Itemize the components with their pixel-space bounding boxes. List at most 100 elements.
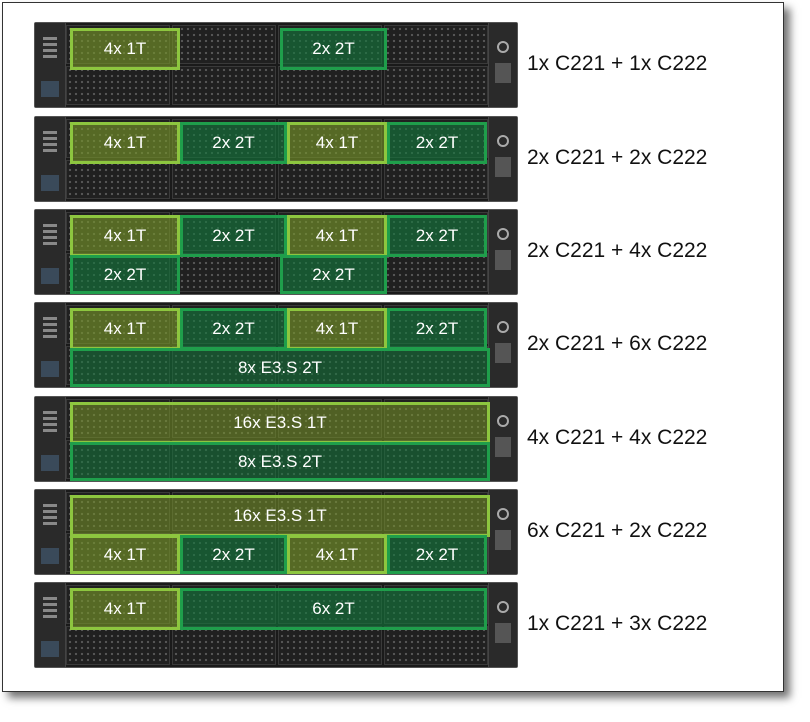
drive-bay (278, 66, 382, 105)
configuration-label: 6x C221 + 2x C222 (527, 519, 708, 542)
vent-slot (43, 230, 57, 233)
server-chassis: 4x 1T 2x 2T 4x 1T 2x 2T 2x 2T 2x 2T (34, 209, 518, 295)
drive-bay (66, 626, 170, 665)
drive-bay (172, 626, 276, 665)
drive-zone-2t: 2x 2T (180, 215, 287, 257)
drive-zone-1t: 4x 1T (70, 28, 180, 70)
brand-logo-icon (41, 175, 59, 191)
vent-slot (43, 423, 57, 426)
vent-slot (43, 55, 57, 58)
drive-zone-2t: 2x 2T (387, 535, 487, 574)
brand-logo-icon (41, 361, 59, 377)
drive-zone-e2: 8x E3.S 2T (70, 442, 490, 481)
left-rack-ear (35, 117, 66, 201)
power-button-icon (497, 321, 509, 333)
brand-logo-icon (41, 548, 59, 564)
vent-slot (43, 143, 57, 146)
configuration-label: 1x C221 + 1x C222 (527, 52, 708, 75)
vent-slot (43, 131, 57, 134)
drive-bay (66, 66, 170, 105)
vent-slot (43, 609, 57, 612)
right-rack-ear (488, 117, 517, 201)
power-button-icon (497, 228, 509, 240)
drive-zone-2t: 2x 2T (180, 122, 287, 164)
vent-slot (43, 615, 57, 618)
vent-slot (43, 224, 57, 227)
drive-bay (384, 66, 488, 105)
vent-slot (43, 37, 57, 40)
drive-bay (66, 160, 170, 199)
vent-slot (43, 329, 57, 332)
vent-slot (43, 137, 57, 140)
right-rack-ear (488, 397, 517, 481)
drive-bay (172, 25, 276, 64)
vent-slot (43, 504, 57, 507)
server-chassis: 4x 1T 6x 2T (34, 582, 518, 668)
vent-slot (43, 597, 57, 600)
drive-zone-2t: 2x 2T (180, 308, 287, 350)
drive-zone-1t: 4x 1T (287, 215, 387, 257)
drive-zone-1t: 4x 1T (287, 122, 387, 164)
drive-zone-2t: 2x 2T (280, 28, 387, 70)
vent-slot (43, 149, 57, 152)
server-chassis: 4x 1T 2x 2T (34, 22, 518, 108)
configuration-label: 2x C221 + 2x C222 (527, 146, 708, 169)
vent-slot (43, 510, 57, 513)
right-rack-ear (488, 23, 517, 107)
vent-slot (43, 317, 57, 320)
configuration-label: 2x C221 + 6x C222 (527, 332, 708, 355)
drive-zone-2t: 2x 2T (387, 215, 487, 257)
brand-logo-icon (41, 268, 59, 284)
brand-logo-icon (41, 455, 59, 471)
vent-slot (43, 49, 57, 52)
power-button-icon (497, 135, 509, 147)
right-rack-ear (488, 303, 517, 387)
drive-zone-1t: 4x 1T (70, 122, 180, 164)
drive-zone-1t: 4x 1T (70, 588, 180, 630)
vent-slot (43, 417, 57, 420)
configuration-label: 2x C221 + 4x C222 (527, 239, 708, 262)
drive-zone-2t: 2x 2T (280, 255, 387, 294)
brand-logo-icon (41, 641, 59, 657)
vent-slot (43, 335, 57, 338)
power-button-icon (497, 41, 509, 53)
vent-slot (43, 411, 57, 414)
server-chassis: 16x E3.S 1T 4x 1T 2x 2T 4x 1T 2x 2T (34, 489, 518, 575)
drive-zone-2t: 2x 2T (387, 122, 487, 164)
left-rack-ear (35, 397, 66, 481)
left-rack-ear (35, 23, 66, 107)
vent-slot (43, 516, 57, 519)
server-chassis: 16x E3.S 1T 8x E3.S 2T (34, 396, 518, 482)
drive-zone-2t: 2x 2T (387, 308, 487, 350)
left-rack-ear (35, 490, 66, 574)
server-chassis: 4x 1T 2x 2T 4x 1T 2x 2T (34, 116, 518, 202)
left-rack-ear (35, 210, 66, 294)
drive-bay (172, 160, 276, 199)
drive-bay (278, 626, 382, 665)
drive-zone-e2: 8x E3.S 2T (70, 348, 490, 387)
vent-slot (43, 522, 57, 525)
model-label-plate (495, 157, 511, 177)
model-label-plate (495, 63, 511, 83)
drive-bay (384, 626, 488, 665)
drive-zone-1t: 4x 1T (287, 308, 387, 350)
vent-slot (43, 236, 57, 239)
vent-slot (43, 242, 57, 245)
drive-zone-2t: 6x 2T (180, 588, 487, 630)
drive-bay (172, 66, 276, 105)
power-button-icon (497, 601, 509, 613)
model-label-plate (495, 250, 511, 270)
model-label-plate (495, 437, 511, 457)
configuration-label: 4x C221 + 4x C222 (527, 426, 708, 449)
drive-zone-1t: 4x 1T (70, 535, 180, 574)
drive-zone-e1: 16x E3.S 1T (70, 402, 490, 444)
left-rack-ear (35, 583, 66, 667)
drive-bay (172, 253, 276, 292)
power-button-icon (497, 415, 509, 427)
vent-slot (43, 603, 57, 606)
drive-zone-e1: 16x E3.S 1T (70, 495, 490, 537)
server-chassis: 4x 1T 2x 2T 4x 1T 2x 2T 8x E3.S 2T (34, 302, 518, 388)
right-rack-ear (488, 490, 517, 574)
right-rack-ear (488, 210, 517, 294)
drive-bay (384, 25, 488, 64)
